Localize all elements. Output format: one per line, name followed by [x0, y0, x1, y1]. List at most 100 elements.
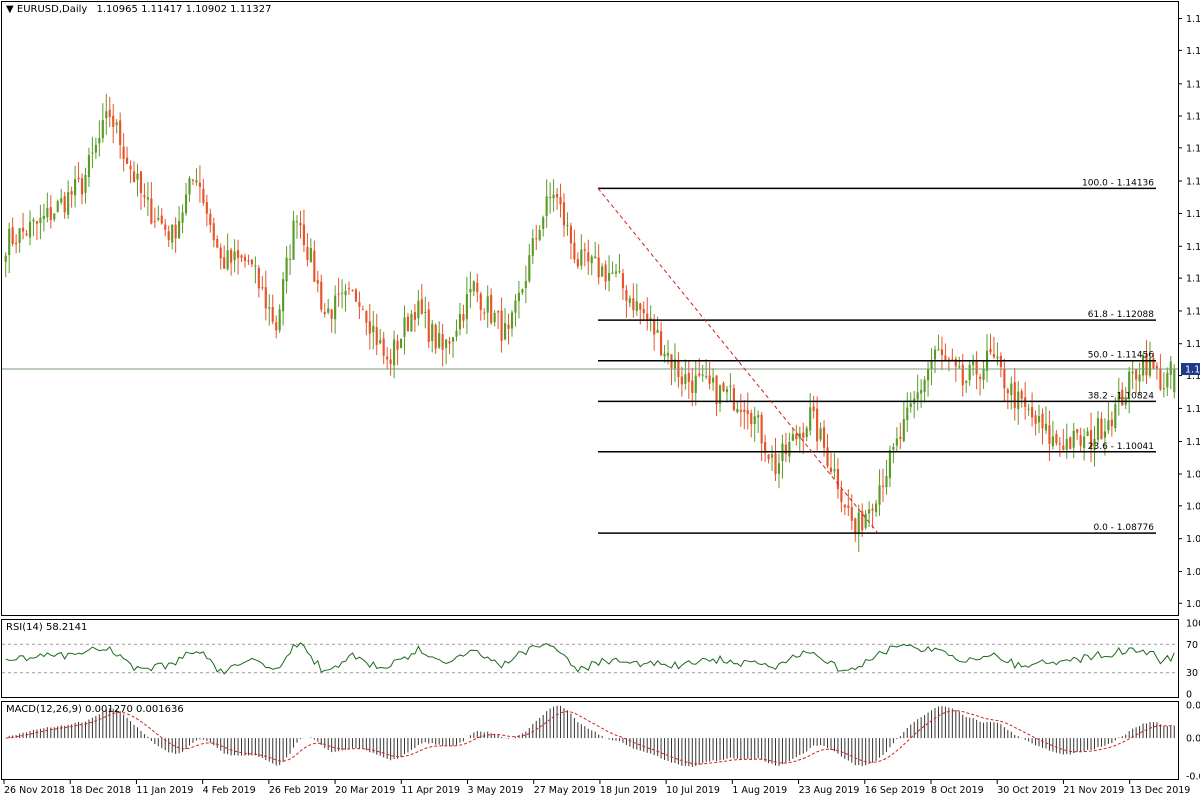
candle-body — [712, 377, 715, 383]
candle-body — [791, 434, 794, 441]
date-tick-label: 1 Aug 2019 — [732, 785, 787, 796]
candle-body — [774, 453, 777, 475]
candle-body — [399, 338, 403, 348]
candle-body — [63, 196, 66, 213]
candle-body — [1034, 415, 1037, 424]
candle-body — [379, 340, 382, 344]
date-tick-label: 26 Nov 2018 — [4, 785, 65, 796]
candle-body — [743, 409, 746, 413]
candle-body — [757, 415, 760, 418]
date-tick-label: 21 Nov 2019 — [1063, 785, 1124, 796]
candle-body — [358, 301, 361, 307]
price-tick-label: 1.09695 — [1186, 470, 1200, 481]
candle-body — [902, 419, 905, 442]
candle-body — [60, 198, 63, 203]
candle-body — [843, 504, 846, 508]
candle-body — [160, 215, 163, 224]
candle-body — [1041, 413, 1044, 429]
candle-body — [732, 388, 735, 411]
candle-body — [944, 355, 947, 360]
candle-body — [528, 255, 531, 281]
candle-body — [94, 144, 97, 153]
candle-body — [715, 375, 718, 405]
candle-body — [975, 360, 978, 375]
price-tick-label: 1.14250 — [1186, 176, 1200, 187]
candle-body — [874, 503, 878, 513]
candle-body — [309, 247, 312, 263]
candle-body — [386, 356, 389, 360]
candle-body — [507, 324, 510, 329]
candle-body — [795, 434, 798, 440]
candle-body — [888, 450, 892, 479]
rsi-label: RSI(14) 58.2141 — [6, 622, 88, 633]
candle-body — [139, 171, 143, 193]
candle-body — [1020, 391, 1023, 399]
candle-body — [1093, 438, 1096, 450]
candle-body — [295, 221, 299, 223]
candle-body — [410, 313, 413, 332]
candle-body — [764, 441, 767, 454]
candle-body — [458, 313, 462, 330]
candle-body — [722, 383, 725, 392]
candle-body — [316, 280, 319, 284]
candle-body — [923, 379, 926, 393]
candle-body — [188, 178, 191, 195]
candle-body — [573, 242, 576, 260]
price-tick-label: 1.15260 — [1186, 112, 1200, 123]
candle-body — [750, 412, 753, 425]
date-tick-label: 18 Jun 2019 — [600, 785, 657, 796]
candle-body — [1006, 389, 1009, 394]
candle-body — [663, 353, 666, 357]
candle-body — [816, 408, 819, 442]
candle-body — [833, 469, 836, 472]
fibonacci-retracement[interactable]: 100.0 - 1.14136 61.8 - 1.12088 50.0 - 1.11… — [597, 178, 1156, 534]
rsi-indicator: 100 70 30 0 — [2, 619, 1200, 701]
candle-body — [337, 293, 340, 295]
price-tick-label: 1.11720 — [1186, 339, 1200, 350]
candle-body — [236, 250, 240, 258]
macd-panel-frame — [1, 701, 1179, 780]
candle-body — [347, 288, 351, 290]
candle-body — [351, 289, 354, 291]
fib-level-label: 0.0 - 1.08776 — [1094, 523, 1155, 533]
dropdown-triangle-icon[interactable]: ▼ — [6, 4, 14, 15]
close-value: 1.11327 — [230, 4, 272, 15]
candle-body — [181, 212, 184, 223]
candle-body — [195, 180, 198, 183]
candle-body — [53, 213, 56, 220]
candle-body — [909, 403, 912, 407]
candle-body — [972, 361, 975, 366]
candle-body — [42, 215, 45, 220]
candle-body — [802, 432, 805, 438]
candle-body — [143, 195, 146, 198]
candle-body — [497, 311, 500, 313]
candle-body — [594, 256, 597, 259]
candle-body — [451, 337, 455, 342]
candle-body — [1055, 433, 1058, 444]
candle-body — [282, 279, 285, 312]
candle-body — [500, 310, 503, 341]
price-tick-label: 1.10715 — [1186, 404, 1200, 415]
candle-body — [1027, 408, 1030, 410]
candle-body — [1069, 437, 1072, 449]
candle-body — [1051, 436, 1054, 447]
candle-body — [157, 217, 160, 220]
candle-body — [431, 323, 434, 341]
candle-body — [216, 239, 219, 248]
candle-body — [708, 375, 711, 384]
candle-body — [479, 293, 482, 311]
candlestick-series: 1.11327 — [2, 93, 1200, 552]
candle-body — [49, 207, 52, 221]
candle-body — [857, 512, 860, 535]
candle-body — [552, 194, 555, 199]
candle-body — [746, 410, 749, 415]
candle-body — [590, 256, 593, 264]
candle-body — [937, 349, 940, 351]
candle-body — [1072, 430, 1075, 448]
current-price-badge — [1181, 363, 1200, 376]
candle-body — [46, 207, 49, 218]
date-tick-label: 11 Apr 2019 — [401, 785, 460, 796]
candle-body — [28, 221, 32, 238]
candle-body — [777, 463, 781, 474]
